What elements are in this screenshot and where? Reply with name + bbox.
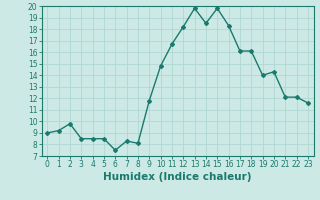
X-axis label: Humidex (Indice chaleur): Humidex (Indice chaleur) [103, 172, 252, 182]
